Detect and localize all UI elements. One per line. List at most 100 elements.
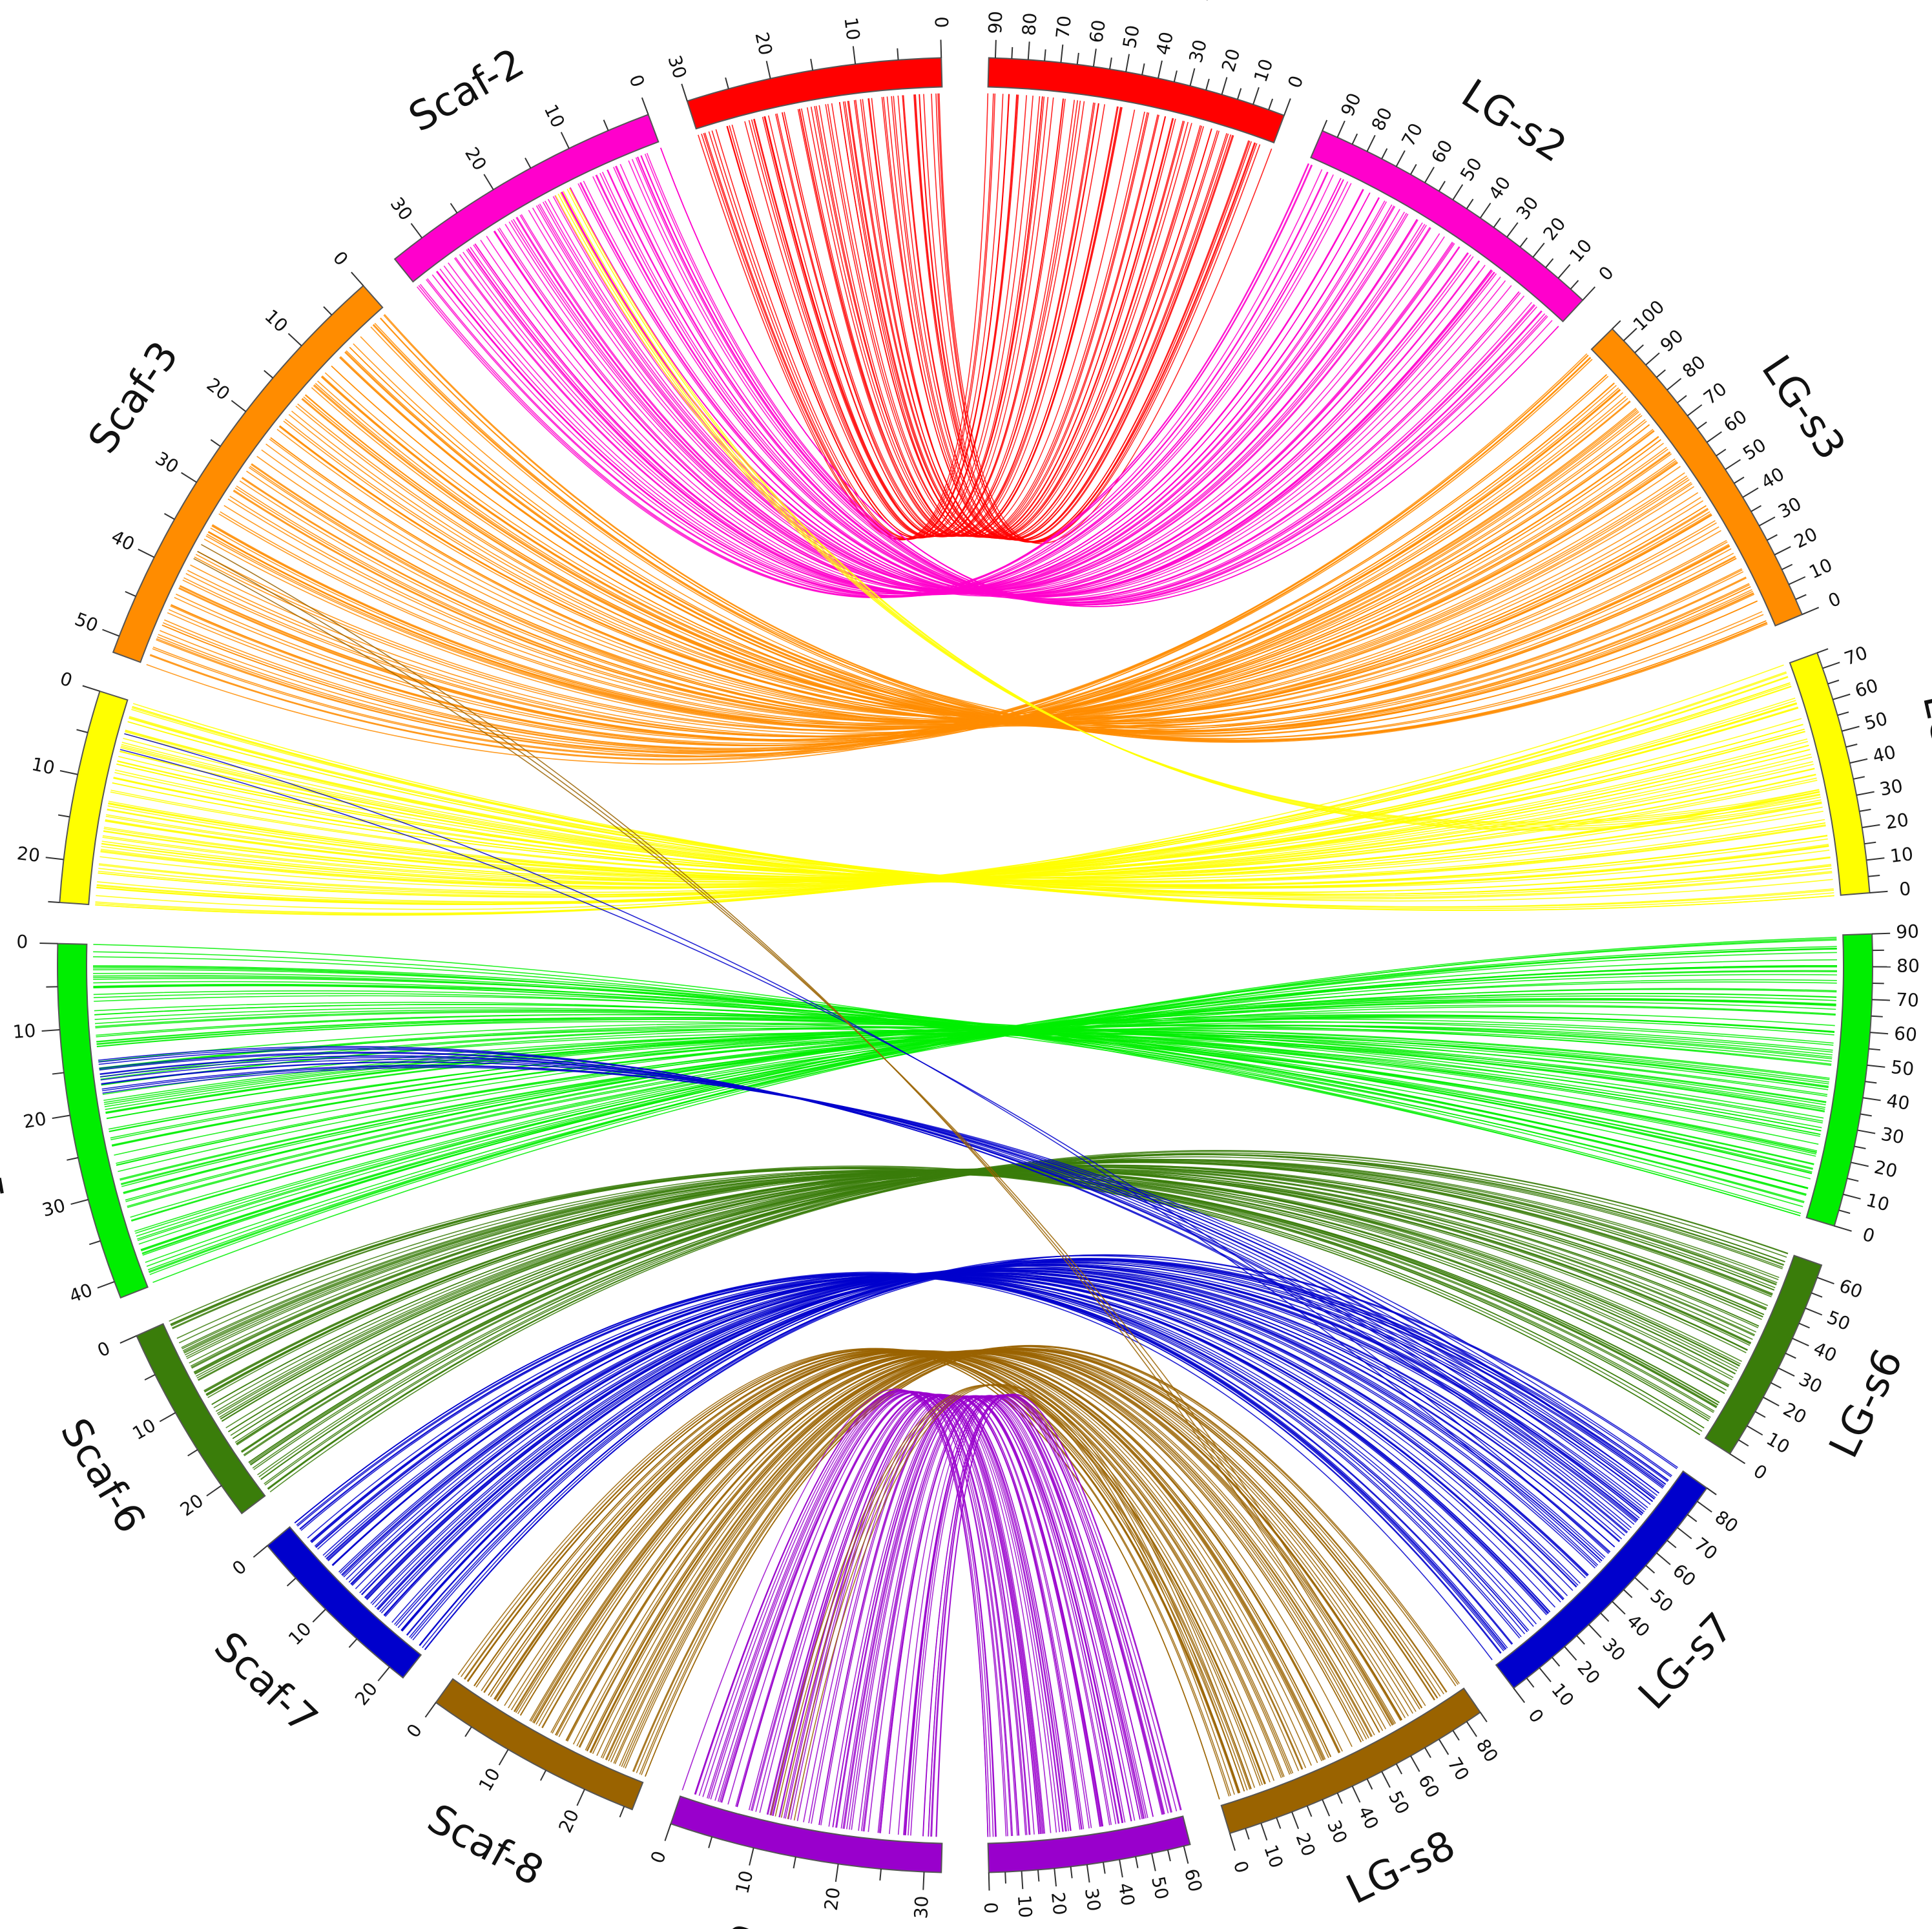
- tick-mark: [125, 590, 136, 597]
- tick-label: 60: [1427, 136, 1457, 167]
- tick-label: 50: [1646, 1585, 1678, 1616]
- tick-mark: [1070, 1866, 1073, 1879]
- tick-mark: [1811, 1292, 1823, 1298]
- tick-mark: [1869, 890, 1888, 894]
- tick-label: 20: [751, 30, 776, 57]
- tick-label: 30: [1512, 193, 1543, 224]
- tick-label: 50: [1824, 1306, 1853, 1335]
- tick-label: 30: [1879, 1123, 1906, 1149]
- link: [152, 938, 1837, 1283]
- tick-label: 80: [1367, 104, 1397, 134]
- link: [508, 221, 1426, 595]
- tick-label: 20: [1539, 213, 1570, 244]
- tick-mark: [82, 685, 100, 692]
- link: [101, 1065, 1669, 1481]
- link: [171, 401, 1630, 746]
- ideogram-band: [987, 1815, 1191, 1873]
- tick-mark: [1438, 1738, 1449, 1755]
- tick-label: 40: [1623, 1610, 1654, 1642]
- tick-mark: [1424, 167, 1435, 183]
- tick-mark: [576, 1789, 585, 1806]
- tick-mark: [1763, 1396, 1780, 1407]
- tick-label: 50: [72, 608, 101, 636]
- tick-mark: [286, 1578, 296, 1587]
- links-layer: [92, 93, 1838, 1837]
- tick-label: 50: [1456, 154, 1486, 185]
- tick-label: 10: [475, 1764, 504, 1795]
- link: [149, 359, 1593, 761]
- link-bundle-scaf-5-lg-s7: [98, 1046, 1672, 1530]
- tick-mark: [1552, 1656, 1561, 1667]
- tick-mark: [181, 472, 197, 483]
- segment-scaf-9: 0 10 20 30 Scaf-9: [647, 1795, 943, 1929]
- tick-mark: [1656, 1552, 1671, 1565]
- tick-mark: [45, 857, 64, 860]
- tick-mark: [1588, 1623, 1602, 1638]
- tick-mark: [323, 306, 333, 316]
- tick-label: 0: [1898, 878, 1911, 900]
- tick-mark: [1167, 1850, 1171, 1862]
- tick-mark: [1859, 808, 1871, 812]
- tick-mark: [1725, 459, 1741, 470]
- tick-mark: [1857, 1129, 1876, 1134]
- tick-mark: [1076, 52, 1079, 65]
- tick-mark: [1086, 1864, 1090, 1883]
- tick-mark: [1037, 1870, 1040, 1882]
- tick-mark: [1729, 1453, 1746, 1465]
- link: [264, 1156, 1783, 1486]
- tick-label: 0: [1825, 588, 1844, 612]
- tick-mark: [1479, 1712, 1488, 1722]
- tick-mark: [1798, 1322, 1810, 1329]
- link: [145, 952, 1837, 1263]
- link: [599, 172, 1497, 597]
- tick-label: 60: [1853, 674, 1881, 702]
- segment-label: Scaf-4: [0, 712, 10, 842]
- tick-mark: [1557, 264, 1571, 279]
- tick-mark: [1060, 44, 1064, 63]
- tick-label: 40: [1484, 172, 1515, 203]
- link: [555, 194, 1820, 823]
- tick-label: 10: [30, 753, 57, 779]
- tick-mark: [144, 1374, 156, 1381]
- tick-label: 20: [1573, 1657, 1604, 1689]
- link-bundle-scaf-3-lg-s8: [193, 544, 1394, 1733]
- link: [729, 96, 1034, 539]
- tick-mark: [1623, 328, 1637, 342]
- ideogram-band: [266, 1526, 422, 1679]
- tick-label: 30: [1081, 1887, 1105, 1913]
- link: [764, 98, 1066, 537]
- tick-mark: [1141, 63, 1145, 76]
- tick-mark: [879, 1868, 882, 1881]
- tick-label: 40: [67, 1279, 96, 1307]
- link: [793, 1384, 1256, 1821]
- tick-label: 40: [1152, 30, 1178, 57]
- tick-mark: [1539, 1667, 1552, 1683]
- tick-label: 0: [1750, 1460, 1771, 1484]
- tick-mark: [1183, 1846, 1189, 1864]
- link: [361, 1275, 1588, 1596]
- link: [96, 1017, 1824, 1119]
- tick-mark: [1276, 1817, 1282, 1829]
- link: [798, 106, 1119, 537]
- link: [814, 106, 1136, 537]
- tick-label: 0: [1229, 1859, 1253, 1876]
- tick-mark: [1189, 68, 1196, 87]
- tick-mark: [1864, 841, 1876, 845]
- link: [881, 97, 1220, 541]
- link: [102, 1067, 1672, 1477]
- tick-mark: [97, 1281, 115, 1289]
- tick-mark: [1173, 70, 1178, 83]
- tick-label: 70: [1699, 378, 1730, 409]
- link: [119, 749, 1609, 1554]
- tick-label: 10: [1763, 1428, 1793, 1458]
- tick-mark: [1816, 1277, 1834, 1285]
- tick-mark: [1838, 1209, 1851, 1215]
- tick-mark: [1351, 1786, 1361, 1803]
- tick-mark: [264, 370, 274, 379]
- tick-label: 10: [1260, 1842, 1287, 1870]
- link: [141, 965, 1838, 1254]
- tick-label: 10: [12, 1020, 37, 1043]
